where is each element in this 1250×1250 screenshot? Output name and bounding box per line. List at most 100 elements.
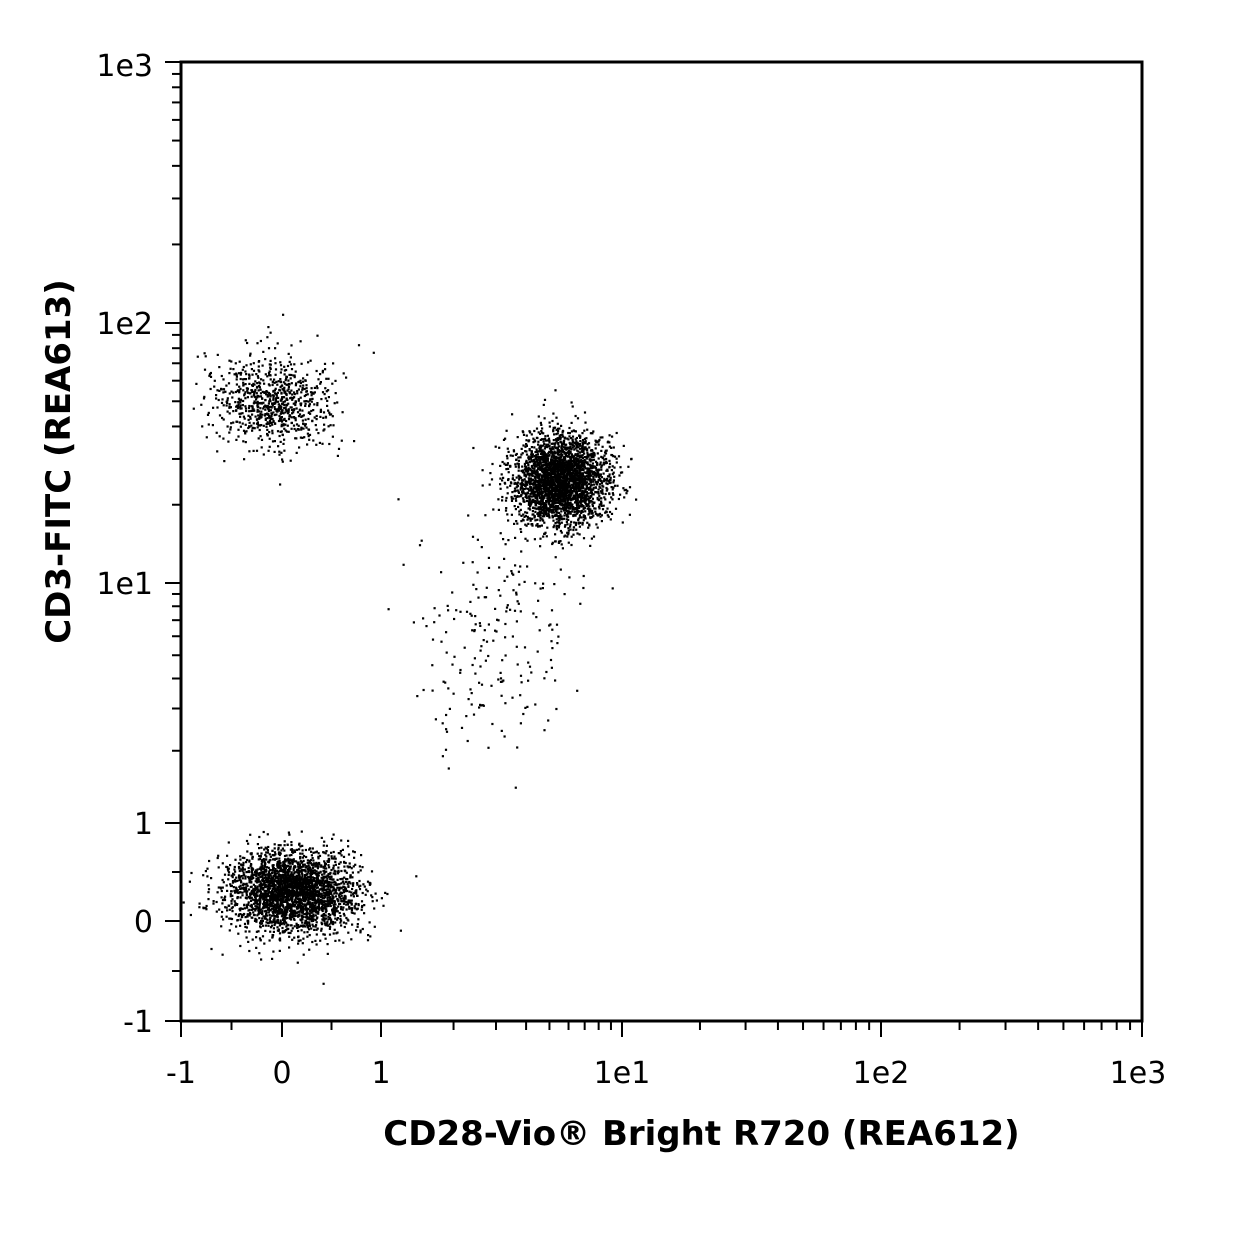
data-point: [545, 462, 548, 465]
data-point: [352, 895, 355, 898]
data-point: [280, 891, 283, 895]
data-point: [255, 918, 258, 921]
data-point: [331, 912, 334, 915]
data-point: [358, 879, 361, 883]
data-point: [579, 521, 582, 524]
data-point: [276, 864, 279, 867]
data-point: [558, 482, 561, 485]
data-point: [283, 920, 286, 923]
data-point: [305, 884, 308, 887]
data-point: [353, 891, 356, 895]
data-point: [282, 893, 285, 896]
data-point: [528, 500, 531, 503]
data-point: [298, 893, 301, 896]
data-point: [300, 830, 303, 833]
data-point: [290, 871, 293, 874]
data-point: [507, 450, 510, 453]
data-point: [294, 866, 297, 869]
data-point: [287, 888, 290, 891]
data-point: [505, 454, 509, 458]
data-point: [257, 911, 260, 914]
data-point: [277, 903, 280, 906]
data-point: [328, 866, 331, 869]
data-point: [606, 475, 610, 478]
data-point: [527, 466, 530, 469]
data-point: [305, 855, 308, 859]
data-point: [294, 879, 297, 883]
data-point: [268, 913, 271, 917]
data-point: [268, 873, 271, 876]
data-point: [587, 503, 590, 506]
data-point: [600, 481, 603, 484]
data-point: [297, 861, 300, 864]
data-point: [612, 471, 615, 474]
data-point: [269, 905, 272, 908]
data-point: [546, 493, 549, 496]
data-point: [237, 891, 240, 895]
data-point: [231, 910, 234, 913]
data-point: [559, 529, 562, 533]
data-point: [312, 913, 315, 916]
data-point: [298, 848, 301, 851]
data-point: [245, 926, 248, 929]
data-point: [309, 903, 312, 906]
data-point: [223, 898, 227, 902]
data-point: [272, 934, 275, 937]
data-point: [259, 938, 262, 942]
data-point: [541, 458, 544, 461]
data-point: [284, 882, 287, 886]
data-point: [585, 495, 588, 498]
data-point: [583, 471, 586, 474]
data-point: [237, 862, 241, 865]
data-point: [331, 889, 334, 892]
data-point: [289, 931, 292, 935]
data-point: [268, 870, 271, 873]
data-point: [312, 888, 315, 891]
data-point: [587, 495, 590, 498]
data-point: [337, 886, 340, 889]
data-point: [276, 885, 279, 888]
data-point: [290, 843, 293, 847]
data-point: [600, 520, 603, 523]
data-point: [269, 908, 272, 911]
data-point: [283, 887, 286, 890]
data-point: [357, 904, 360, 907]
data-point: [578, 533, 581, 536]
data-point: [312, 879, 315, 882]
data-point: [587, 442, 591, 445]
data-point: [314, 904, 317, 907]
data-point: [269, 916, 272, 919]
data-point: [269, 885, 272, 888]
data-point: [290, 910, 293, 914]
data-point: [308, 896, 311, 899]
data-point: [559, 517, 562, 520]
data-point: [307, 903, 310, 906]
data-point: [299, 852, 302, 855]
data-point: [250, 877, 253, 880]
data-point: [289, 915, 292, 918]
data-point: [573, 430, 576, 433]
data-point: [262, 915, 265, 918]
data-point: [288, 862, 291, 865]
data-point: [297, 877, 300, 880]
data-point: [313, 898, 316, 901]
data-point: [325, 850, 328, 853]
data-point: [311, 870, 314, 873]
data-point: [221, 899, 225, 902]
data-point: [555, 521, 559, 524]
data-point: [313, 904, 316, 907]
data-point: [335, 907, 338, 910]
data-point: [322, 869, 325, 873]
data-point: [264, 883, 267, 886]
data-point: [306, 896, 309, 899]
data-point: [304, 925, 307, 928]
data-point: [328, 917, 332, 920]
data-point: [340, 905, 343, 909]
data-point: [249, 904, 252, 908]
data-point: [554, 540, 557, 543]
data-point: [598, 503, 601, 506]
data-point: [531, 524, 534, 527]
data-point: [292, 886, 295, 889]
data-point: [582, 537, 586, 540]
data-point: [544, 445, 547, 449]
